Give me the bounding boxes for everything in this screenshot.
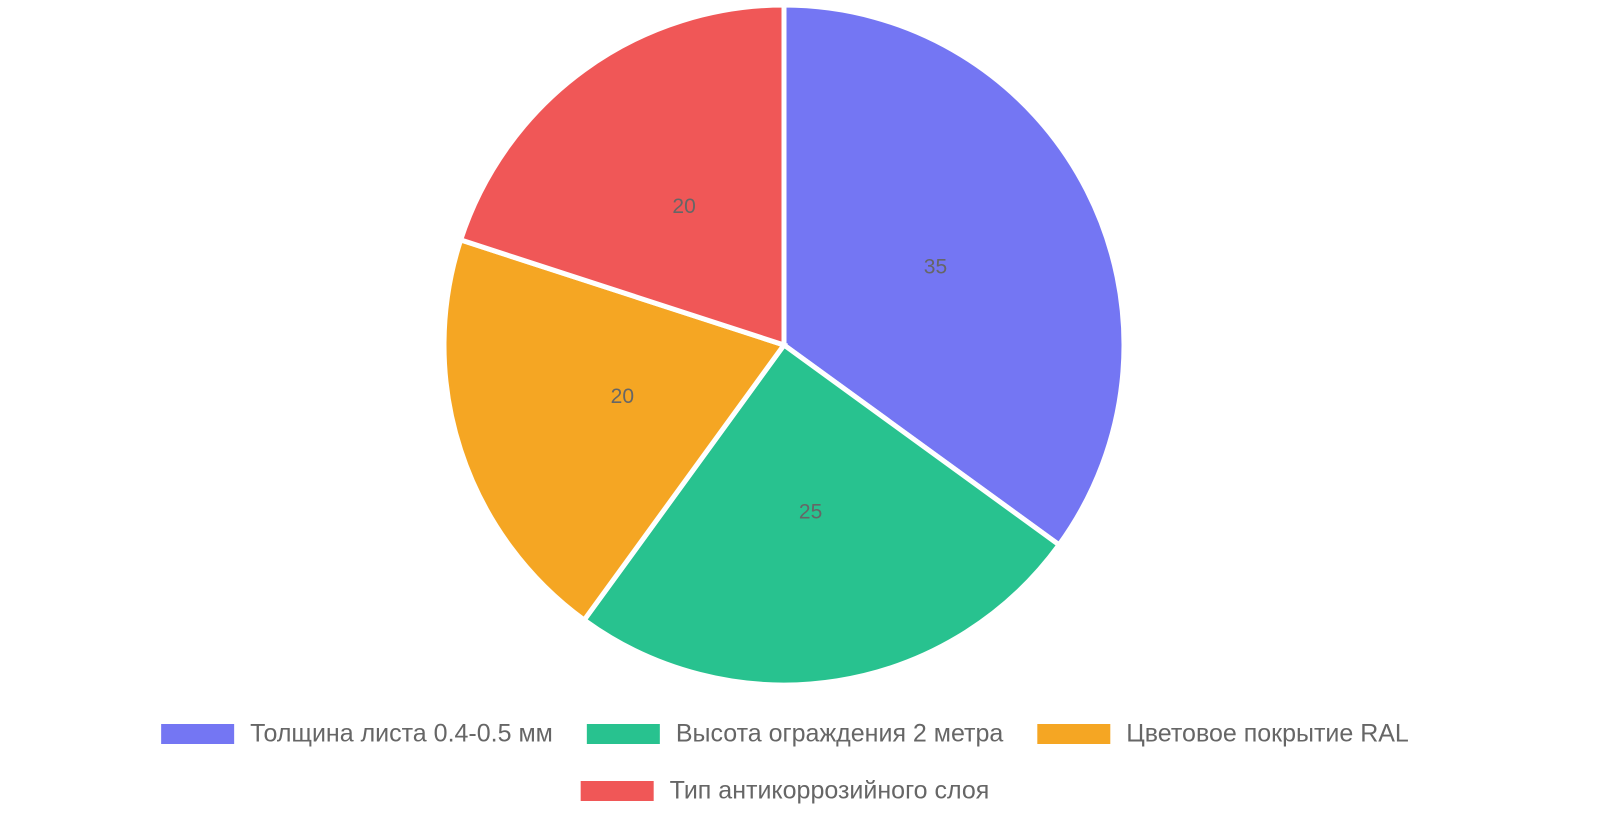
legend-label: Толщина листа 0.4-0.5 мм xyxy=(250,720,553,748)
pie-slice xyxy=(781,2,1127,549)
value-label: 20 xyxy=(611,385,634,408)
value-label: 35 xyxy=(924,255,947,278)
value-label: 25 xyxy=(799,500,822,523)
legend-swatch xyxy=(580,781,654,801)
pie-slice xyxy=(457,2,787,349)
legend-swatch xyxy=(1037,724,1111,744)
pie-slice xyxy=(441,236,789,624)
legend-label: Цветовое покрытие RAL xyxy=(1126,720,1409,748)
legend-swatch xyxy=(161,724,235,744)
legend-label: Тип антикоррозийного слоя xyxy=(670,777,990,805)
legend-label: Высота ограждения 2 метра xyxy=(676,720,1004,748)
legend-swatch xyxy=(586,724,660,744)
pie-slice xyxy=(580,341,1063,688)
value-label: 20 xyxy=(672,195,695,218)
